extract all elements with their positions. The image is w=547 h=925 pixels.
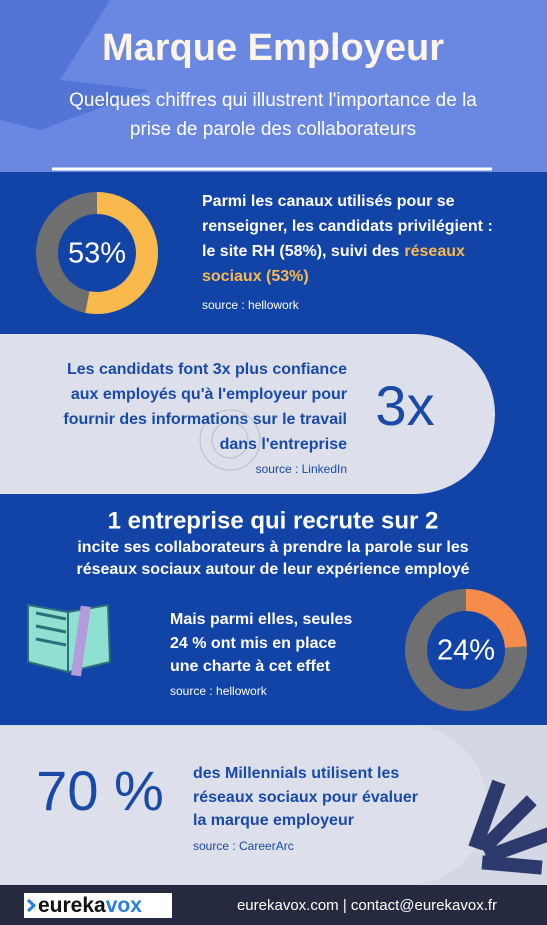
text: Mais parmi elles, seules [170, 611, 352, 628]
donut-label: 24% [437, 635, 495, 667]
source: source : hellowork [202, 298, 300, 312]
source: source : CareerArc [193, 839, 294, 853]
text: le site RH (58%), suivi des [202, 243, 400, 260]
subheading: incite ses collaborateurs à prendre la p… [77, 539, 468, 556]
heading: 1 entreprise qui recrute sur 2 [108, 507, 439, 534]
logo-part: vox [106, 894, 143, 917]
source: source : hellowork [170, 684, 268, 698]
logo-part: eureka [38, 894, 106, 917]
highlight: réseaux [404, 243, 465, 260]
donut-arc [405, 589, 527, 711]
figure: 3x [375, 374, 434, 437]
subtitle: Quelques chiffres qui illustrent l'impor… [69, 90, 477, 111]
donut-arc [36, 192, 158, 314]
text: des Millennials utilisent les [193, 765, 399, 782]
subheading: réseaux sociaux autour de leur expérienc… [76, 561, 469, 578]
book-icon [27, 603, 112, 677]
donut-label: 53% [68, 238, 126, 270]
text: renseigner, les candidats privilégient : [202, 218, 493, 235]
stripes [468, 779, 547, 875]
text: dans l'entreprise [220, 436, 348, 453]
panel [0, 334, 495, 494]
panel [0, 726, 488, 884]
logo-bg [24, 893, 172, 918]
decor [199, 409, 261, 471]
source: source : LinkedIn [256, 462, 347, 476]
figure: 70 % [36, 759, 164, 822]
text: aux employés qu'à l'employeur pour [71, 386, 347, 403]
contact: eurekavox.com | contact@eurekavox.fr [237, 897, 497, 914]
text: réseaux sociaux pour évaluer [193, 789, 418, 806]
logo: eurekavox [38, 894, 142, 917]
highlight: sociaux (53%) [202, 268, 309, 285]
text: 24 % ont mis en place [170, 635, 336, 652]
text: le site RH (58%), suivi des réseaux [202, 243, 465, 260]
text: une charte à cet effet [170, 658, 331, 675]
header-decor [0, 0, 150, 130]
text: Parmi les canaux utilisés pour se [202, 193, 455, 210]
logo-chevron [26, 898, 37, 913]
text: la marque employeur [193, 812, 354, 829]
decor [211, 421, 249, 459]
title: Marque Employeur [102, 27, 444, 69]
subtitle: prise de parole des collaborateurs [130, 119, 416, 140]
text: fournir des informations sur le travail [63, 411, 347, 428]
text: Les candidats font 3x plus confiance [67, 361, 347, 378]
